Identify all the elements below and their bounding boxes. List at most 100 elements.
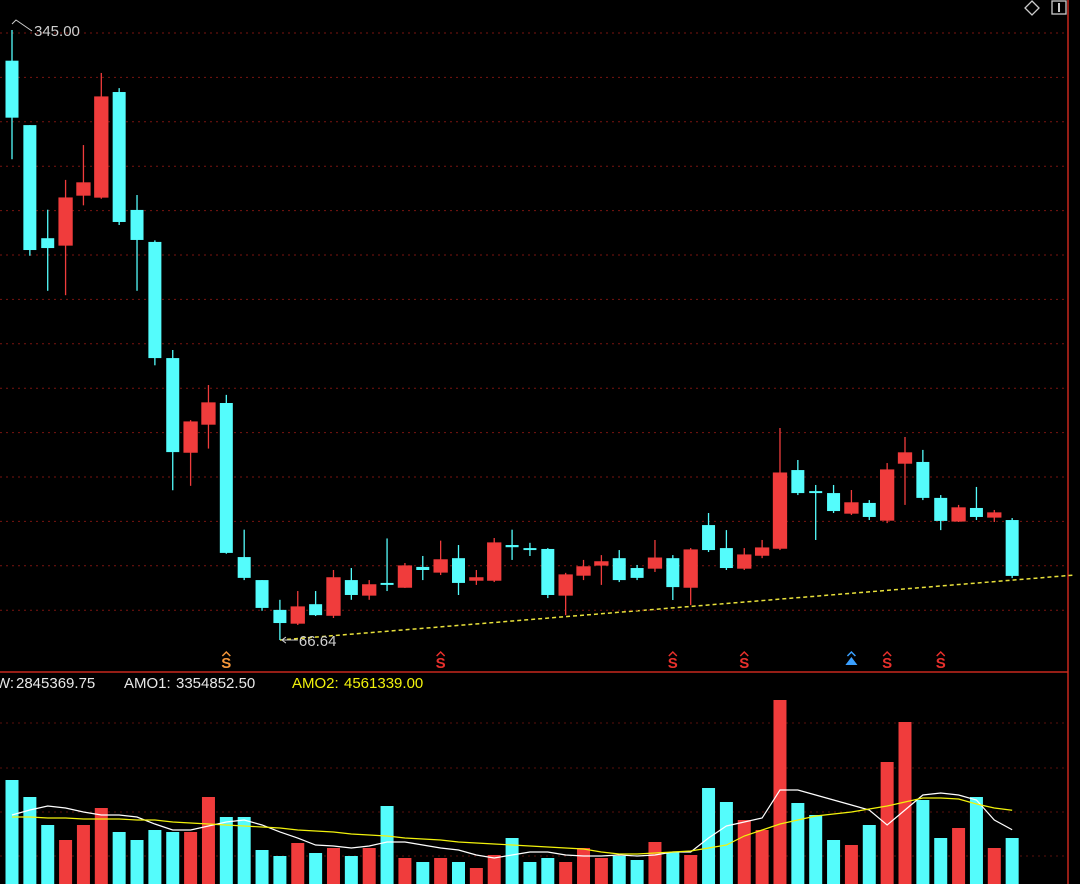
diamond-icon[interactable] xyxy=(1024,0,1040,16)
candle-body xyxy=(255,580,269,608)
volume-bar xyxy=(201,796,215,884)
volume-bar xyxy=(952,828,966,884)
volume-bar xyxy=(41,825,55,884)
candle-body xyxy=(309,604,323,616)
candle-body-fill xyxy=(773,473,787,549)
candle-body xyxy=(791,470,805,494)
candle-body xyxy=(702,525,716,551)
candle-body-fill xyxy=(291,607,305,624)
volume-bar xyxy=(666,851,680,884)
volume-bar xyxy=(23,796,37,884)
amount-average-line xyxy=(12,797,1013,855)
volume-bar xyxy=(94,807,108,884)
candle-body xyxy=(827,493,841,512)
volume-bar xyxy=(791,803,805,884)
candle-body-fill xyxy=(201,403,215,425)
volume-bar xyxy=(76,825,90,884)
signal-label: S xyxy=(882,655,892,672)
volume-bar xyxy=(166,832,180,884)
candle-body xyxy=(541,548,555,595)
toolbar-icons xyxy=(1024,0,1067,16)
candle-body-fill xyxy=(362,584,376,595)
signal-caret xyxy=(221,650,231,657)
volume-bar xyxy=(612,855,626,884)
candle-body-fill xyxy=(755,548,769,556)
signal-label: S xyxy=(936,655,946,672)
candle-body-fill xyxy=(952,507,966,521)
candle-body-fill xyxy=(737,555,751,569)
candle-body-fill xyxy=(684,550,698,588)
candle-body xyxy=(112,92,126,222)
volume-bar xyxy=(148,830,162,884)
volume-bar xyxy=(1005,838,1019,884)
volume-bar xyxy=(505,837,519,884)
volume-bar xyxy=(594,857,608,884)
volume-bar xyxy=(844,844,858,884)
candle-body-fill xyxy=(594,561,608,565)
volume-bar xyxy=(577,848,591,884)
volume-bar xyxy=(273,855,287,884)
candle-body-fill xyxy=(184,422,198,453)
candle-body xyxy=(916,461,930,498)
window-icon[interactable] xyxy=(1051,0,1067,15)
candle-body xyxy=(416,566,430,570)
volume-bar xyxy=(719,801,733,884)
candle-body xyxy=(148,241,162,359)
volume-bar xyxy=(130,839,144,884)
candle-body-fill xyxy=(398,566,412,588)
volume-bar xyxy=(809,814,823,884)
volume-bar xyxy=(702,787,716,884)
amount-average-line xyxy=(11,789,1013,859)
candle-body-fill xyxy=(577,566,591,576)
volume-bar xyxy=(684,855,698,884)
candle-body xyxy=(5,60,19,118)
candle-body xyxy=(166,358,180,453)
candle-body xyxy=(630,568,644,578)
indicator-name: AMO2: xyxy=(292,675,339,692)
candle-body xyxy=(523,548,537,551)
candle-body-fill xyxy=(469,577,483,581)
candle-body-fill xyxy=(76,182,90,196)
candle-body xyxy=(380,582,394,585)
indicator-value: 4561339.00 xyxy=(344,675,423,692)
candle-body-fill xyxy=(59,198,73,245)
volume-bar xyxy=(630,860,644,884)
candle-body xyxy=(505,545,519,548)
candle-body xyxy=(344,580,358,595)
volume-bar xyxy=(648,841,662,884)
candle-body-fill xyxy=(880,470,894,521)
candle-body-fill xyxy=(326,577,340,616)
volume-bar xyxy=(737,819,751,884)
candle-body-fill xyxy=(648,558,662,569)
volume-bar xyxy=(344,855,358,884)
indicator-value: 2845369.75 xyxy=(16,675,95,692)
indicator-name: W: xyxy=(0,675,14,692)
volume-bar xyxy=(916,800,930,884)
candle-body xyxy=(219,403,233,553)
signal-arrow xyxy=(845,657,858,665)
candle-body-fill xyxy=(434,559,448,572)
volume-bar xyxy=(59,839,73,884)
low-label: 66.64 xyxy=(299,633,337,650)
candle-body-fill xyxy=(898,452,912,464)
candle-body xyxy=(969,507,983,517)
signal-caret xyxy=(436,650,446,657)
candle-body xyxy=(130,209,144,240)
volume-bar xyxy=(773,700,787,884)
volume-bar xyxy=(452,862,465,884)
volume-bar xyxy=(398,857,412,884)
volume-bar xyxy=(416,862,430,884)
signal-label: S xyxy=(221,655,231,672)
candle-body xyxy=(23,125,37,251)
volume-bar xyxy=(237,816,251,884)
volume-bar xyxy=(487,855,501,884)
volume-bar xyxy=(255,850,269,884)
signal-label: S xyxy=(739,655,749,672)
candle-body-fill xyxy=(844,502,858,514)
signal-label: S xyxy=(436,655,446,672)
volume-bar xyxy=(827,839,841,884)
volume-bar xyxy=(755,830,769,884)
